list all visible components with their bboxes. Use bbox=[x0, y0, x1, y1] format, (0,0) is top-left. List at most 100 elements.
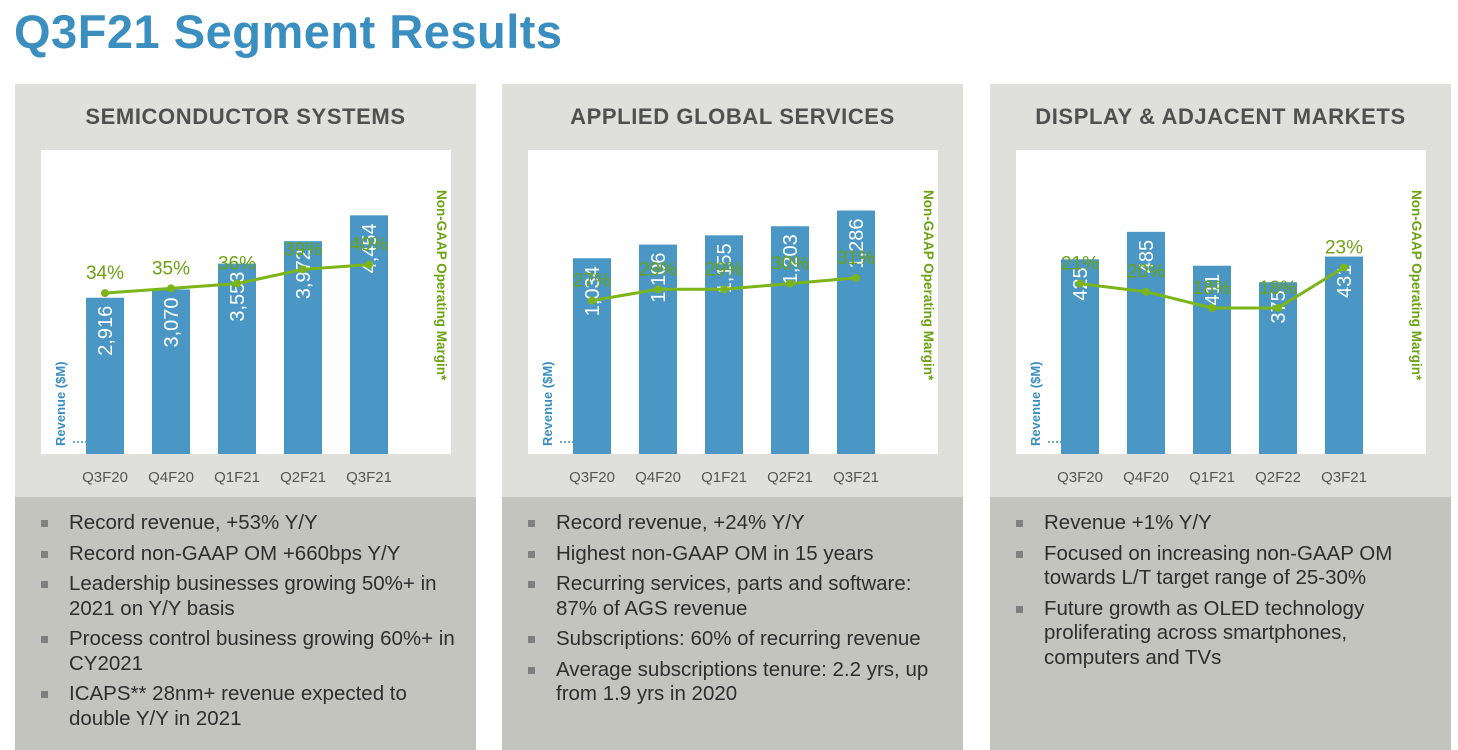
bullet-square-icon bbox=[1016, 550, 1023, 558]
bullet-square-icon bbox=[1016, 520, 1023, 527]
x-tick-label: Q3F21 bbox=[1321, 469, 1367, 486]
bar bbox=[705, 235, 743, 454]
bullet-text: Focused on increasing non-GAAP OM toward… bbox=[1044, 541, 1393, 590]
margin-value-label: 34% bbox=[86, 263, 124, 284]
margin-value-label: 23% bbox=[1325, 237, 1363, 258]
margin-point bbox=[1142, 287, 1150, 296]
bar bbox=[639, 244, 677, 454]
margin-value-label: 18% bbox=[1259, 278, 1297, 299]
margin-value-label: 29% bbox=[639, 259, 677, 280]
panel-header: SEMICONDUCTOR SYSTEMS Revenue ($M) Non-GA… bbox=[15, 84, 476, 497]
bullet-item: Future growth as OLED technology prolife… bbox=[1016, 597, 1443, 671]
x-tick-label: Q4F20 bbox=[635, 469, 681, 486]
bullet-item: Record revenue, +53% Y/Y bbox=[41, 511, 468, 536]
bar bbox=[1325, 256, 1363, 454]
bullet-text: Record revenue, +53% Y/Y bbox=[69, 511, 318, 534]
bullet-item: Focused on increasing non-GAAP OM toward… bbox=[1016, 542, 1443, 591]
bar-value-label: 3,070 bbox=[161, 297, 183, 347]
x-tick-label: Q3F20 bbox=[569, 469, 615, 486]
segment-chart: Revenue ($M) Non-GAAP Operating Margin* 2,… bbox=[53, 190, 449, 486]
margin-value-label: 18% bbox=[1193, 278, 1231, 299]
bullet-text: Recurring services, parts and software: … bbox=[556, 572, 912, 620]
margin-value-label: 30% bbox=[771, 254, 809, 275]
panel-header: DISPLAY & ADJACENT MARKETS Revenue ($M) N… bbox=[990, 84, 1451, 497]
panel-title: SEMICONDUCTOR SYSTEMS bbox=[85, 104, 406, 129]
margin-point bbox=[1274, 303, 1282, 312]
margin-value-label: 31% bbox=[837, 248, 875, 269]
bullet-square-icon bbox=[1016, 605, 1023, 613]
x-tick-label: Q4F20 bbox=[148, 469, 194, 486]
margin-point bbox=[852, 273, 860, 282]
x-tick-label: Q1F21 bbox=[214, 469, 260, 486]
margin-point bbox=[1208, 303, 1216, 312]
bullet-item: Average subscriptions tenure: 2.2 yrs, u… bbox=[528, 658, 955, 707]
margin-point bbox=[365, 260, 373, 269]
panel-title: APPLIED GLOBAL SERVICES bbox=[570, 104, 895, 129]
margin-value-label: 20% bbox=[1127, 262, 1165, 283]
bullet-text: Future growth as OLED technology prolife… bbox=[1044, 596, 1365, 669]
margin-point bbox=[233, 279, 241, 288]
margin-point bbox=[1340, 263, 1348, 272]
panel-display-adjacent-markets: DISPLAY & ADJACENT MARKETS Revenue ($M) N… bbox=[990, 84, 1451, 750]
margin-value-label: 21% bbox=[1061, 254, 1099, 275]
bar bbox=[86, 297, 124, 454]
margin-value-label: 39% bbox=[284, 239, 322, 260]
x-tick-label: Q3F20 bbox=[1057, 469, 1103, 486]
margin-value-label: 27% bbox=[573, 271, 611, 292]
bullet-square-icon bbox=[528, 520, 535, 527]
bullet-item: ICAPS** 28nm+ revenue expected to double… bbox=[41, 682, 468, 731]
bullet-item: Highest non-GAAP OM in 15 years bbox=[528, 542, 955, 567]
bullet-square-icon bbox=[41, 550, 48, 558]
bullet-square-icon bbox=[528, 550, 535, 558]
margin-point bbox=[167, 284, 175, 293]
x-tick-label: Q1F21 bbox=[701, 469, 747, 486]
bullet-item: Revenue +1% Y/Y bbox=[1016, 511, 1443, 536]
y2-axis-label: Non-GAAP Operating Margin* bbox=[1409, 190, 1424, 381]
margin-value-label: 40% bbox=[350, 235, 388, 256]
bar bbox=[837, 210, 875, 454]
bullet-text: Highest non-GAAP OM in 15 years bbox=[556, 541, 874, 565]
margin-point bbox=[299, 265, 307, 274]
page-title: Q3F21 Segment Results bbox=[14, 5, 563, 58]
bullet-item: Recurring services, parts and software: … bbox=[528, 572, 955, 621]
margin-value-label: 29% bbox=[705, 259, 743, 280]
bullet-square-icon bbox=[41, 520, 48, 527]
bullet-section: Revenue +1% Y/Y Focused on increasing non… bbox=[990, 497, 1451, 750]
bullet-square-icon bbox=[41, 636, 48, 643]
segment-chart: Revenue ($M)Non-GAAP Operating Margin*42… bbox=[1028, 190, 1424, 486]
x-tick-label: Q3F20 bbox=[82, 469, 128, 486]
bar-value-label: 1,034 bbox=[582, 266, 604, 316]
bullet-item: Record revenue, +24% Y/Y bbox=[528, 511, 955, 536]
x-tick-label: Q3F21 bbox=[346, 469, 392, 486]
y2-axis-label: Non-GAAP Operating Margin* bbox=[921, 190, 936, 381]
bar-value-label: 431 bbox=[1334, 265, 1356, 298]
bullet-text: Subscriptions: 60% of recurring revenue bbox=[556, 627, 921, 650]
bullet-square-icon bbox=[528, 666, 535, 674]
bullet-text: Record non-GAAP OM +660bps Y/Y bbox=[69, 541, 401, 565]
bullet-square-icon bbox=[528, 581, 535, 588]
bar bbox=[1127, 231, 1165, 454]
y-axis-label: Revenue ($M) bbox=[540, 361, 555, 446]
bullet-item: Leadership businesses growing 50%+ in 20… bbox=[41, 572, 468, 621]
panel-semiconductor-systems: SEMICONDUCTOR SYSTEMS Revenue ($M) Non-GA… bbox=[15, 84, 476, 750]
y2-axis-label: Non-GAAP Operating Margin* bbox=[434, 190, 449, 381]
panel-title: DISPLAY & ADJACENT MARKETS bbox=[1035, 104, 1406, 129]
bar bbox=[218, 263, 256, 454]
bullet-square-icon bbox=[41, 691, 48, 698]
bullet-item: Subscriptions: 60% of recurring revenue bbox=[528, 627, 955, 652]
bullet-list: Record revenue, +53% Y/Y Record non-GAAP … bbox=[41, 511, 468, 737]
bar bbox=[152, 289, 190, 454]
margin-point bbox=[654, 285, 662, 294]
bullet-section: Record revenue, +24% Y/Y Highest non-GAAP… bbox=[502, 497, 963, 750]
bar-value-label: 411 bbox=[1202, 274, 1224, 306]
margin-point bbox=[720, 285, 728, 294]
bar bbox=[573, 258, 611, 454]
x-tick-label: Q1F21 bbox=[1189, 469, 1235, 486]
bar-value-label: 1,203 bbox=[780, 234, 802, 284]
x-tick-label: Q2F21 bbox=[280, 469, 326, 486]
bar-value-label: 1,286 bbox=[846, 219, 868, 269]
margin-value-label: 36% bbox=[218, 254, 256, 275]
bar bbox=[1061, 259, 1099, 454]
panel-header: APPLIED GLOBAL SERVICES Revenue ($M) Non-… bbox=[502, 84, 963, 497]
bullet-item: Process control business growing 60%+ in… bbox=[41, 627, 468, 676]
